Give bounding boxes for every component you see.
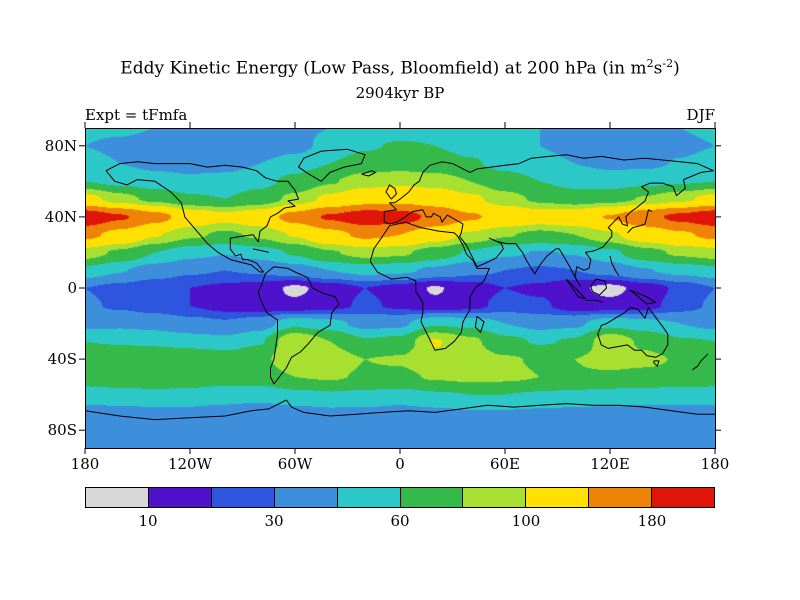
title-close-paren: ) <box>673 58 680 79</box>
x-tick-label: 120W <box>167 455 213 473</box>
colorbar-cell <box>651 488 715 507</box>
title-unit-s: s <box>653 58 663 79</box>
experiment-label: Expt = tFmfa <box>85 106 188 124</box>
colorbar-label: 180 <box>637 512 667 530</box>
colorbar-cell <box>86 488 148 507</box>
colorbar-label: 100 <box>511 512 541 530</box>
y-tick-label: 80S <box>47 421 77 440</box>
x-tick-label: 180 <box>700 455 730 473</box>
x-tick-label: 60W <box>277 455 313 473</box>
colorbar-label: 60 <box>390 512 410 530</box>
colorbar-cell <box>210 488 274 507</box>
title-superscript-minus2: -2 <box>662 57 674 70</box>
contour-field-canvas <box>85 128 715 448</box>
y-tick-label: 40S <box>47 350 77 369</box>
title-text: Eddy Kinetic Energy (Low Pass, Bloomfiel… <box>120 58 647 79</box>
title-superscript-2: 2 <box>646 57 654 70</box>
season-label: DJF <box>686 106 715 124</box>
x-tick-label: 60E <box>489 455 521 473</box>
colorbar-label: 10 <box>138 512 158 530</box>
colorbar-cell <box>462 488 526 507</box>
colorbar-cell <box>273 488 337 507</box>
y-tick-label: 40N <box>44 207 77 226</box>
y-tick-label: 80N <box>44 136 77 155</box>
colorbar-cell <box>588 488 652 507</box>
colorbar-cell <box>147 488 211 507</box>
chart-subtitle: 2904kyr BP <box>355 84 445 102</box>
colorbar <box>85 487 715 508</box>
x-tick-label: 120E <box>590 455 630 473</box>
colorbar-cell <box>525 488 589 507</box>
y-tick-label: 0 <box>67 279 77 297</box>
x-tick-label: 0 <box>395 455 405 473</box>
colorbar-cell <box>399 488 463 507</box>
chart-title: Eddy Kinetic Energy (Low Pass, Bloomfiel… <box>0 57 800 79</box>
colorbar-label: 30 <box>264 512 284 530</box>
colorbar-cell <box>336 488 400 507</box>
x-tick-label: 180 <box>70 455 100 473</box>
